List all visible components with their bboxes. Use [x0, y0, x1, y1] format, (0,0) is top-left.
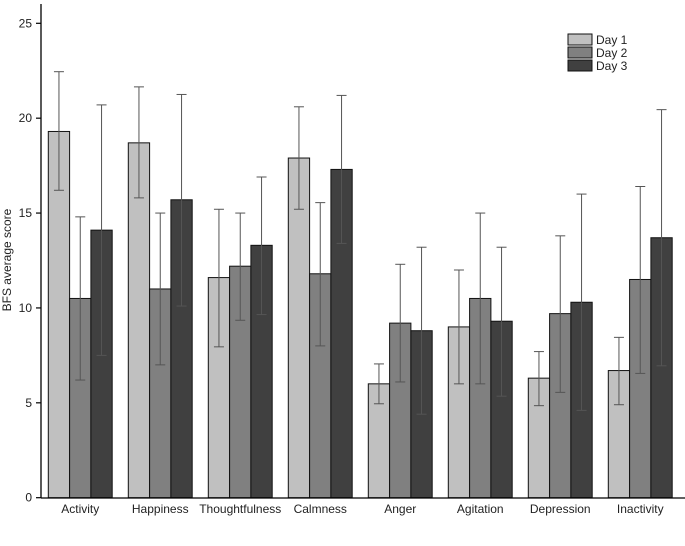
axes — [40, 4, 685, 499]
error-bars-layer — [53, 71, 667, 415]
x-tick-label: Depression — [530, 502, 591, 516]
x-tick-label: Inactivity — [617, 502, 664, 516]
x-tick-label: Calmness — [294, 502, 347, 516]
legend-swatch — [567, 46, 593, 59]
bars-layer — [47, 130, 673, 499]
x-tick-label: Happiness — [132, 502, 189, 516]
y-tick-label: 20 — [19, 111, 33, 125]
x-tick-label: Activity — [61, 502, 99, 516]
x-tick-label: Agitation — [457, 502, 504, 516]
y-tick-label: 0 — [25, 491, 32, 505]
x-tick-label: Thoughtfulness — [199, 502, 281, 516]
y-tick-label: 10 — [19, 301, 33, 315]
y-tick-label: 25 — [19, 16, 33, 30]
x-tick-label: Anger — [384, 502, 416, 516]
y-tick-label: 5 — [25, 396, 32, 410]
x-tick-labels: Activity Happiness Thoughtfulness Calmness A… — [61, 502, 663, 516]
y-axis-label: BFS average score — [0, 208, 14, 311]
legend-swatch — [567, 33, 593, 46]
legend-label: Day 3 — [596, 59, 628, 73]
legend-swatch — [567, 59, 593, 72]
legend-label: Day 2 — [596, 46, 628, 60]
y-ticks: 0 5 10 15 20 25 — [19, 16, 41, 505]
y-tick-label: 15 — [19, 206, 33, 220]
legend-label: Day 1 — [596, 33, 628, 47]
